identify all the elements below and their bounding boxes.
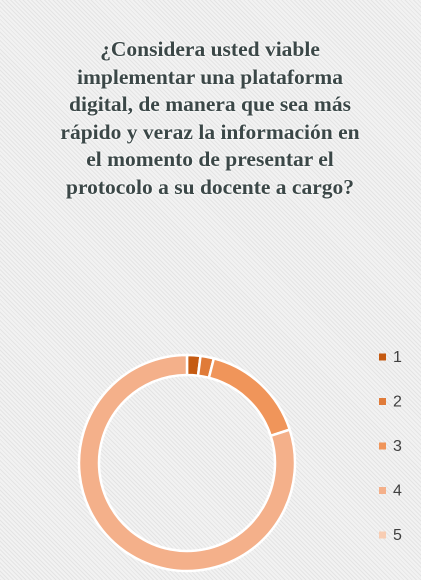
chart-title: ¿Considera usted viable implementar una … [60,37,360,199]
legend-swatch [379,398,386,405]
legend-swatch [379,531,386,539]
legend-label: 3 [393,438,402,455]
legend-label: 4 [393,483,402,500]
donut-slice [207,356,292,438]
legend-swatch [379,487,386,494]
donut-slice [77,353,297,573]
legend-swatch [379,442,386,450]
legend-label: 1 [393,349,402,366]
legend-label: 5 [393,527,402,544]
legend-swatch [379,353,386,361]
legend-label: 2 [393,394,402,411]
